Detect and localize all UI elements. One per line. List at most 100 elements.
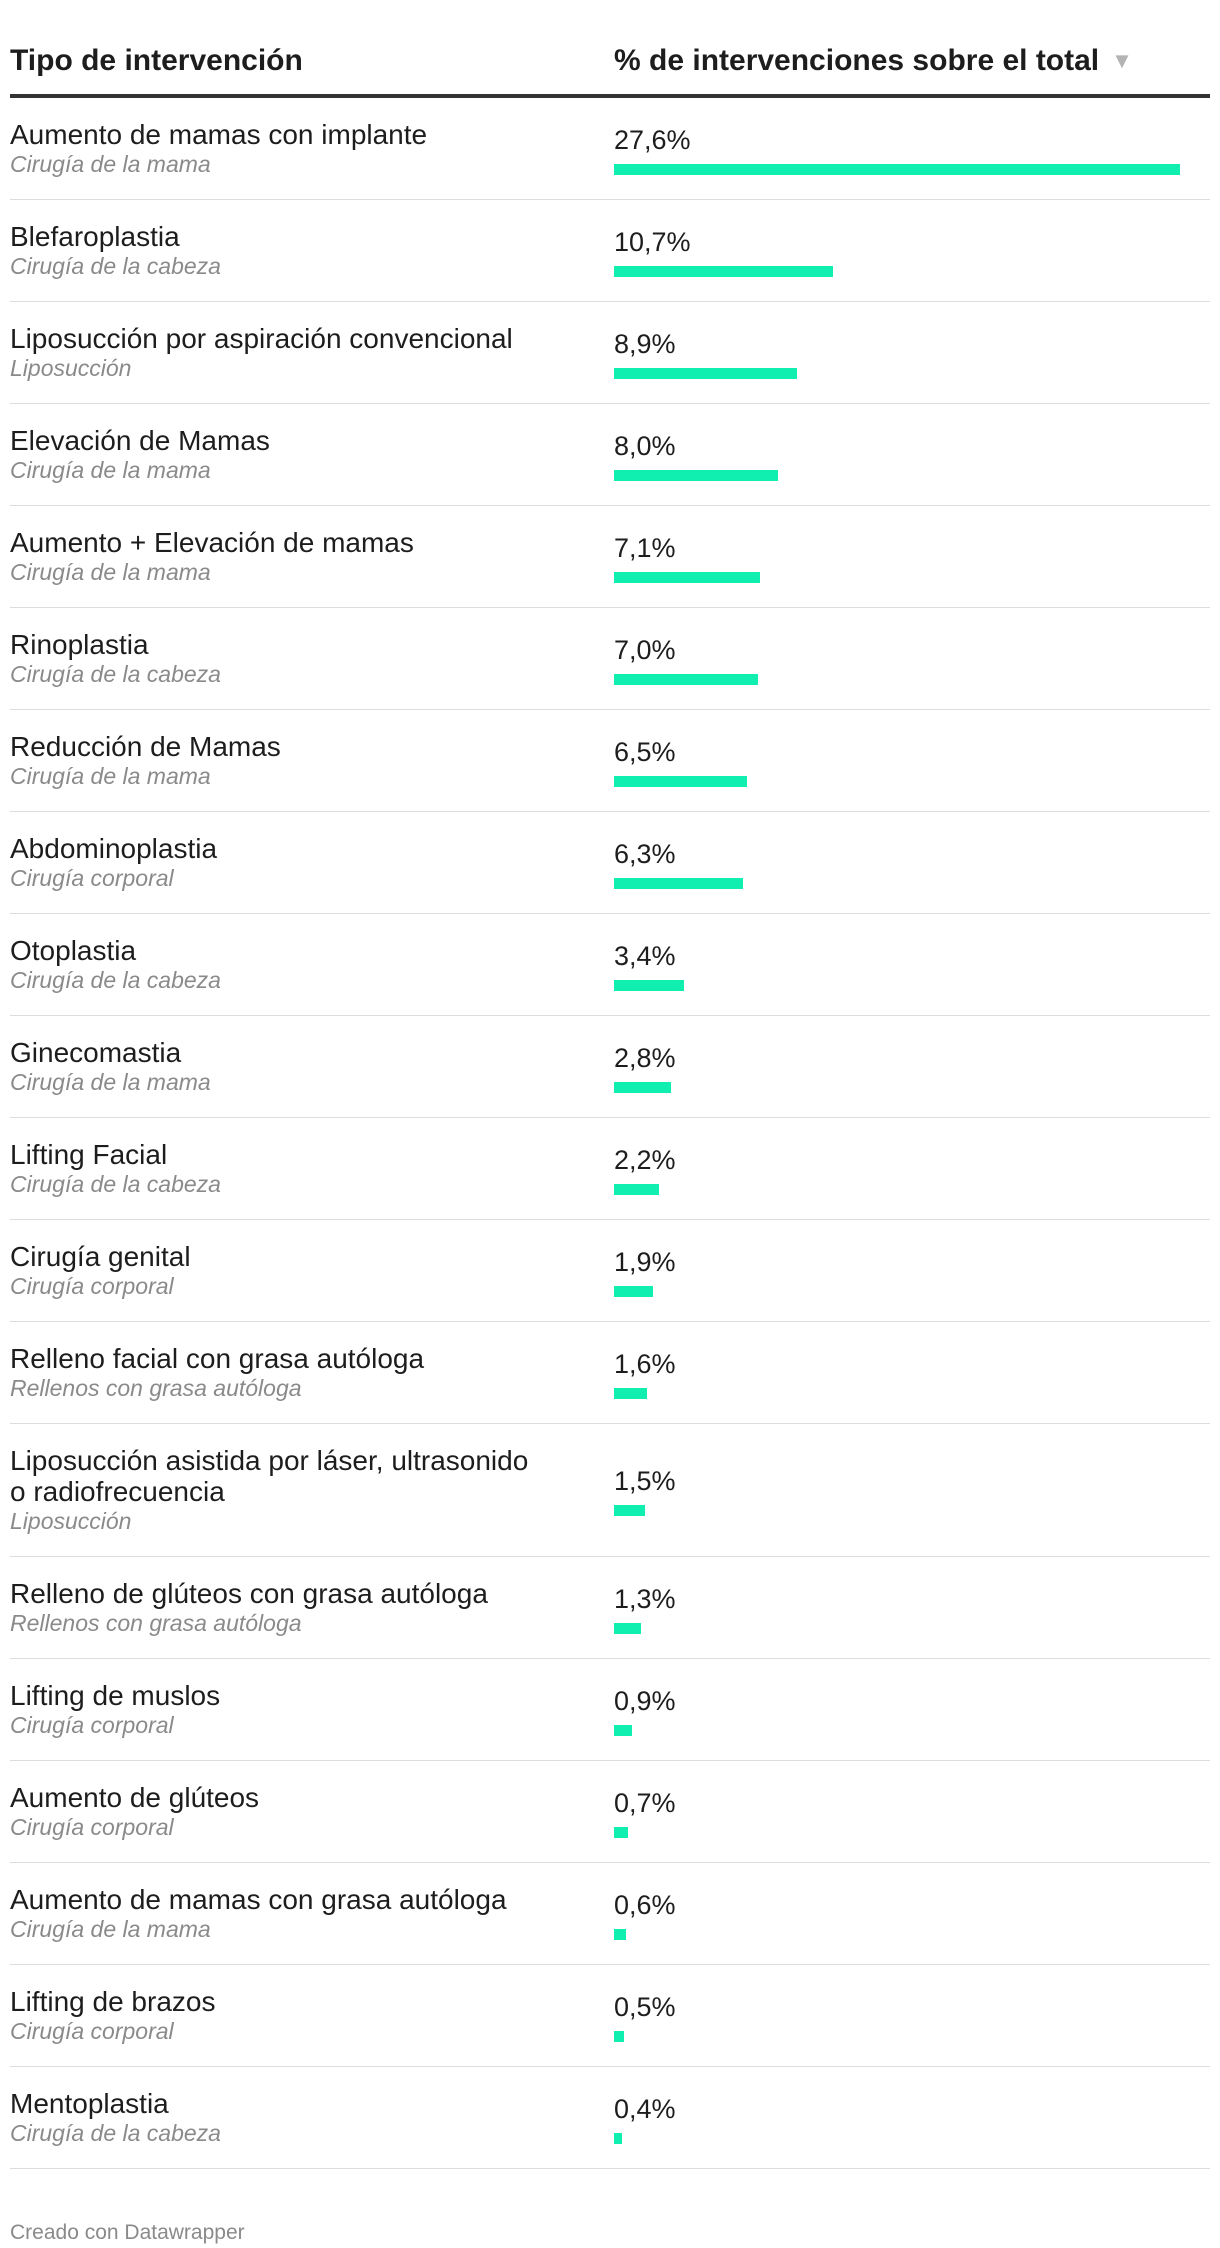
- row-label-cell: Lifting de brazos Cirugía corporal: [10, 1986, 614, 2045]
- row-value-label: 1,9%: [614, 1246, 676, 1277]
- value-bar: [614, 2030, 625, 2042]
- row-title: Liposucción por aspiración convencional: [10, 323, 513, 354]
- row-category: Cirugía de la cabeza: [10, 253, 221, 279]
- row-value-cell: 0,5%: [614, 1990, 1210, 2042]
- row-value-cell: 7,0%: [614, 633, 1210, 685]
- table-row: Relleno de glúteos con grasa autóloga Rel…: [10, 1557, 1210, 1659]
- bar-track: [614, 979, 1180, 991]
- row-label-cell: Otoplastia Cirugía de la cabeza: [10, 935, 614, 994]
- row-category: Cirugía de la cabeza: [10, 1171, 221, 1197]
- value-bar: [614, 163, 1180, 175]
- row-title: Aumento de mamas con implante: [10, 119, 428, 150]
- row-label-cell: Ginecomastia Cirugía de la mama: [10, 1037, 614, 1096]
- row-value-label: 1,5%: [614, 1466, 676, 1496]
- row-value-cell: 8,0%: [614, 429, 1210, 481]
- row-label-cell: Rinoplastia Cirugía de la cabeza: [10, 629, 614, 688]
- bar-track: [614, 571, 1180, 583]
- row-title: Cirugía genital: [10, 1241, 191, 1272]
- chart-table: Tipo de intervención % de intervenciones…: [10, 0, 1210, 2245]
- row-value-label: 0,7%: [614, 1787, 676, 1818]
- bar-track: [614, 1183, 1180, 1195]
- credit-footer: Creado con Datawrapper: [10, 2221, 245, 2244]
- row-category: Cirugía de la mama: [10, 1069, 211, 1095]
- table-row: Mentoplastia Cirugía de la cabeza 0,4%: [10, 2067, 1210, 2169]
- row-label-cell: Aumento de glúteos Cirugía corporal: [10, 1782, 614, 1841]
- row-category: Cirugía corporal: [10, 865, 174, 891]
- row-value-label: 0,4%: [614, 2093, 676, 2124]
- row-category: Rellenos con grasa autóloga: [10, 1610, 302, 1636]
- row-category: Cirugía de la mama: [10, 763, 211, 789]
- table-row: Liposucción asistida por láser, ultrason…: [10, 1424, 1210, 1557]
- value-bar: [614, 1724, 633, 1736]
- row-label-cell: Lifting Facial Cirugía de la cabeza: [10, 1139, 614, 1198]
- row-title: Mentoplastia: [10, 2088, 169, 2119]
- value-bar: [614, 877, 744, 889]
- row-label-cell: Aumento de mamas con grasa autóloga Cirug…: [10, 1884, 614, 1943]
- row-category: Cirugía corporal: [10, 1273, 174, 1299]
- row-title: Ginecomastia: [10, 1037, 182, 1068]
- table-row: Lifting de brazos Cirugía corporal 0,5%: [10, 1965, 1210, 2067]
- bar-track: [614, 1387, 1180, 1399]
- row-title: Aumento de glúteos: [10, 1782, 260, 1813]
- row-label-cell: Blefaroplastia Cirugía de la cabeza: [10, 221, 614, 280]
- bar-track: [614, 1826, 1180, 1838]
- value-bar: [614, 775, 748, 787]
- bar-track: [614, 1928, 1180, 1940]
- row-value-label: 27,6%: [614, 124, 691, 155]
- header-porcentaje[interactable]: % de intervenciones sobre el total ▼: [614, 46, 1210, 76]
- row-value-cell: 1,9%: [614, 1245, 1210, 1297]
- value-bar: [614, 2132, 623, 2144]
- table-row: Liposucción por aspiración convencional L…: [10, 302, 1210, 404]
- row-title: Relleno facial con grasa autóloga: [10, 1343, 425, 1374]
- bar-track: [614, 265, 1180, 277]
- table-row: Aumento + Elevación de mamas Cirugía de l…: [10, 506, 1210, 608]
- bar-track: [614, 469, 1180, 481]
- row-title: Rinoplastia: [10, 629, 149, 660]
- row-category: Cirugía de la cabeza: [10, 661, 221, 687]
- row-value-label: 2,8%: [614, 1042, 676, 1073]
- table-row: Blefaroplastia Cirugía de la cabeza 10,7%: [10, 200, 1210, 302]
- row-value-cell: 10,7%: [614, 225, 1210, 277]
- value-bar: [614, 1387, 647, 1399]
- value-bar: [614, 673, 758, 685]
- value-bar: [614, 1826, 629, 1838]
- row-title: Abdominoplastia: [10, 833, 218, 864]
- value-bar: [614, 1622, 641, 1634]
- table-row: Abdominoplastia Cirugía corporal 6,3%: [10, 812, 1210, 914]
- table-body: Aumento de mamas con implante Cirugía de …: [10, 98, 1210, 2169]
- row-title: Lifting de brazos: [10, 1986, 216, 2017]
- row-value-label: 1,6%: [614, 1348, 676, 1379]
- table-row: Aumento de mamas con implante Cirugía de …: [10, 98, 1210, 200]
- row-label-cell: Cirugía genital Cirugía corporal: [10, 1241, 614, 1300]
- bar-track: [614, 1285, 1180, 1297]
- row-value-cell: 3,4%: [614, 939, 1210, 991]
- row-value-cell: 2,8%: [614, 1041, 1210, 1093]
- row-category: Rellenos con grasa autóloga: [10, 1375, 302, 1401]
- row-value-cell: 0,6%: [614, 1888, 1210, 1940]
- row-category: Cirugía corporal: [10, 1712, 174, 1738]
- row-value-label: 8,9%: [614, 328, 676, 359]
- value-bar: [614, 1183, 660, 1195]
- row-title: Liposucción asistida por láser, ultrason…: [10, 1445, 529, 1507]
- table-row: Otoplastia Cirugía de la cabeza 3,4%: [10, 914, 1210, 1016]
- bar-track: [614, 673, 1180, 685]
- bar-track: [614, 1724, 1180, 1736]
- row-value-label: 0,9%: [614, 1685, 676, 1716]
- row-value-label: 10,7%: [614, 226, 691, 257]
- header-tipo-intervencion[interactable]: Tipo de intervención: [10, 44, 303, 77]
- table-row: Aumento de glúteos Cirugía corporal 0,7%: [10, 1761, 1210, 1863]
- row-label-cell: Relleno facial con grasa autóloga Relleno…: [10, 1343, 614, 1402]
- row-value-label: 7,0%: [614, 634, 676, 665]
- table-row: Relleno facial con grasa autóloga Relleno…: [10, 1322, 1210, 1424]
- table-row: Rinoplastia Cirugía de la cabeza 7,0%: [10, 608, 1210, 710]
- row-category: Cirugía de la mama: [10, 151, 211, 177]
- row-label-cell: Reducción de Mamas Cirugía de la mama: [10, 731, 614, 790]
- row-title: Aumento de mamas con grasa autóloga: [10, 1884, 507, 1915]
- table-row: Lifting de muslos Cirugía corporal 0,9%: [10, 1659, 1210, 1761]
- table-row: Cirugía genital Cirugía corporal 1,9%: [10, 1220, 1210, 1322]
- row-value-cell: 1,6%: [614, 1347, 1210, 1399]
- sort-descending-icon[interactable]: ▼: [1111, 48, 1133, 73]
- row-value-cell: 2,2%: [614, 1143, 1210, 1195]
- row-value-label: 6,5%: [614, 736, 676, 767]
- value-bar: [614, 367, 797, 379]
